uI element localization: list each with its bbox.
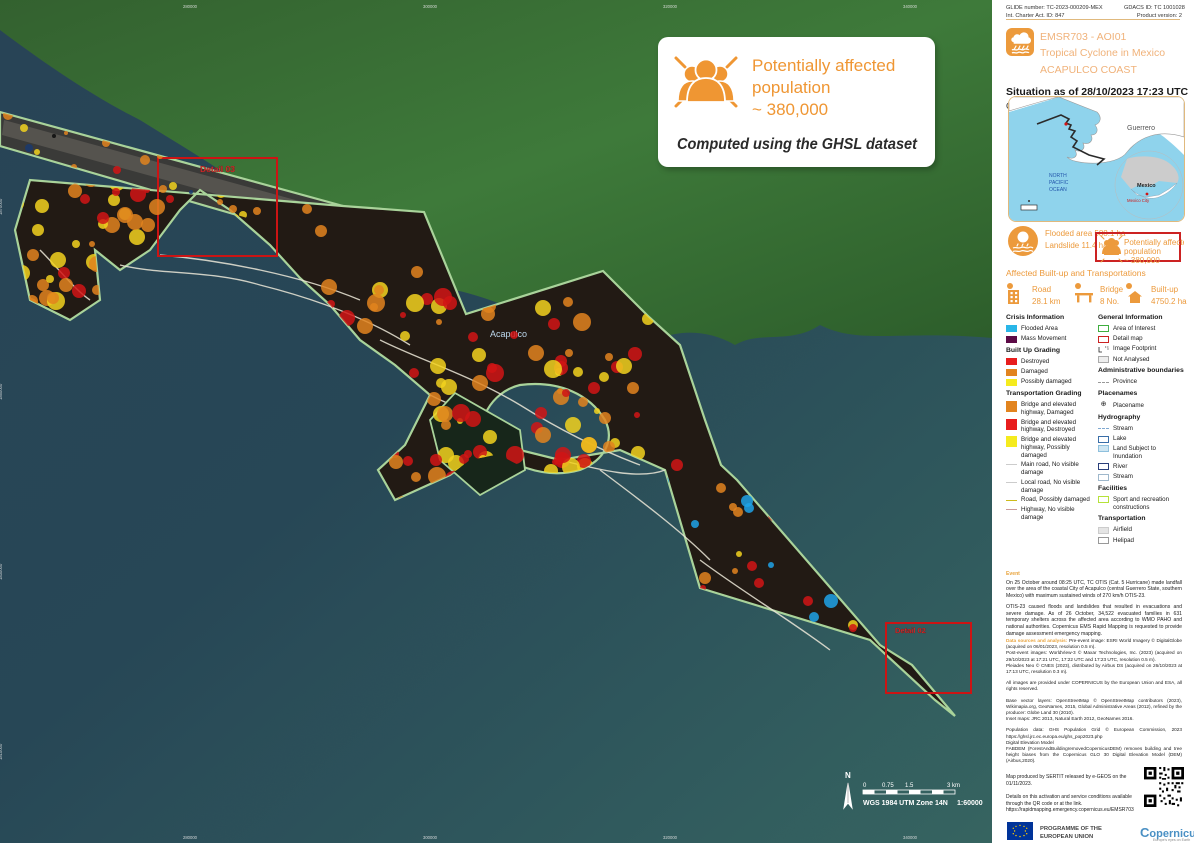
svg-text:340000: 340000: [903, 4, 918, 9]
svg-text:Guerrero: Guerrero: [1127, 125, 1155, 132]
svg-text:N: N: [845, 771, 851, 780]
svg-text:Detail 02: Detail 02: [895, 626, 926, 635]
svg-text:320000: 320000: [663, 4, 678, 9]
svg-text:1:60000: 1:60000: [957, 800, 983, 807]
svg-text:Mexico: Mexico: [1137, 183, 1156, 189]
svg-text:~ 380,000: ~ 380,000: [1124, 256, 1160, 264]
svg-text:WGS 1984 UTM Zone 14N: WGS 1984 UTM Zone 14N: [863, 800, 948, 807]
svg-text:3 km: 3 km: [947, 783, 960, 789]
svg-text:0.75: 0.75: [882, 783, 894, 789]
svg-text:Detail 03: Detail 03: [200, 164, 235, 174]
svg-text:~ 380,000: ~ 380,000: [752, 100, 828, 119]
svg-text:population: population: [1124, 247, 1161, 256]
svg-text:1830000: 1830000: [0, 563, 3, 580]
svg-text:1810000: 1810000: [0, 743, 3, 760]
svg-text:340000: 340000: [903, 835, 918, 840]
svg-text:1.5: 1.5: [905, 783, 914, 789]
svg-text:280000: 280000: [183, 835, 198, 840]
svg-text:Acapulco: Acapulco: [490, 329, 527, 339]
svg-text:300000: 300000: [423, 835, 438, 840]
svg-text:280000: 280000: [183, 4, 198, 9]
svg-text:PACIFIC: PACIFIC: [1049, 180, 1069, 186]
svg-text:320000: 320000: [663, 835, 678, 840]
svg-text:population: population: [752, 78, 830, 97]
svg-text:Potentially affected: Potentially affected: [752, 56, 895, 75]
svg-text:Potentially affected: Potentially affected: [1124, 238, 1184, 247]
svg-text:1870000: 1870000: [0, 198, 3, 215]
svg-text:1850000: 1850000: [0, 383, 3, 400]
svg-text:300000: 300000: [423, 4, 438, 9]
svg-text:NORTH: NORTH: [1049, 173, 1067, 179]
svg-text:Computed using the GHSL datase: Computed using the GHSL dataset: [677, 136, 918, 153]
svg-text:OCEAN: OCEAN: [1049, 187, 1067, 193]
svg-text:Mexico City: Mexico City: [1127, 198, 1150, 203]
